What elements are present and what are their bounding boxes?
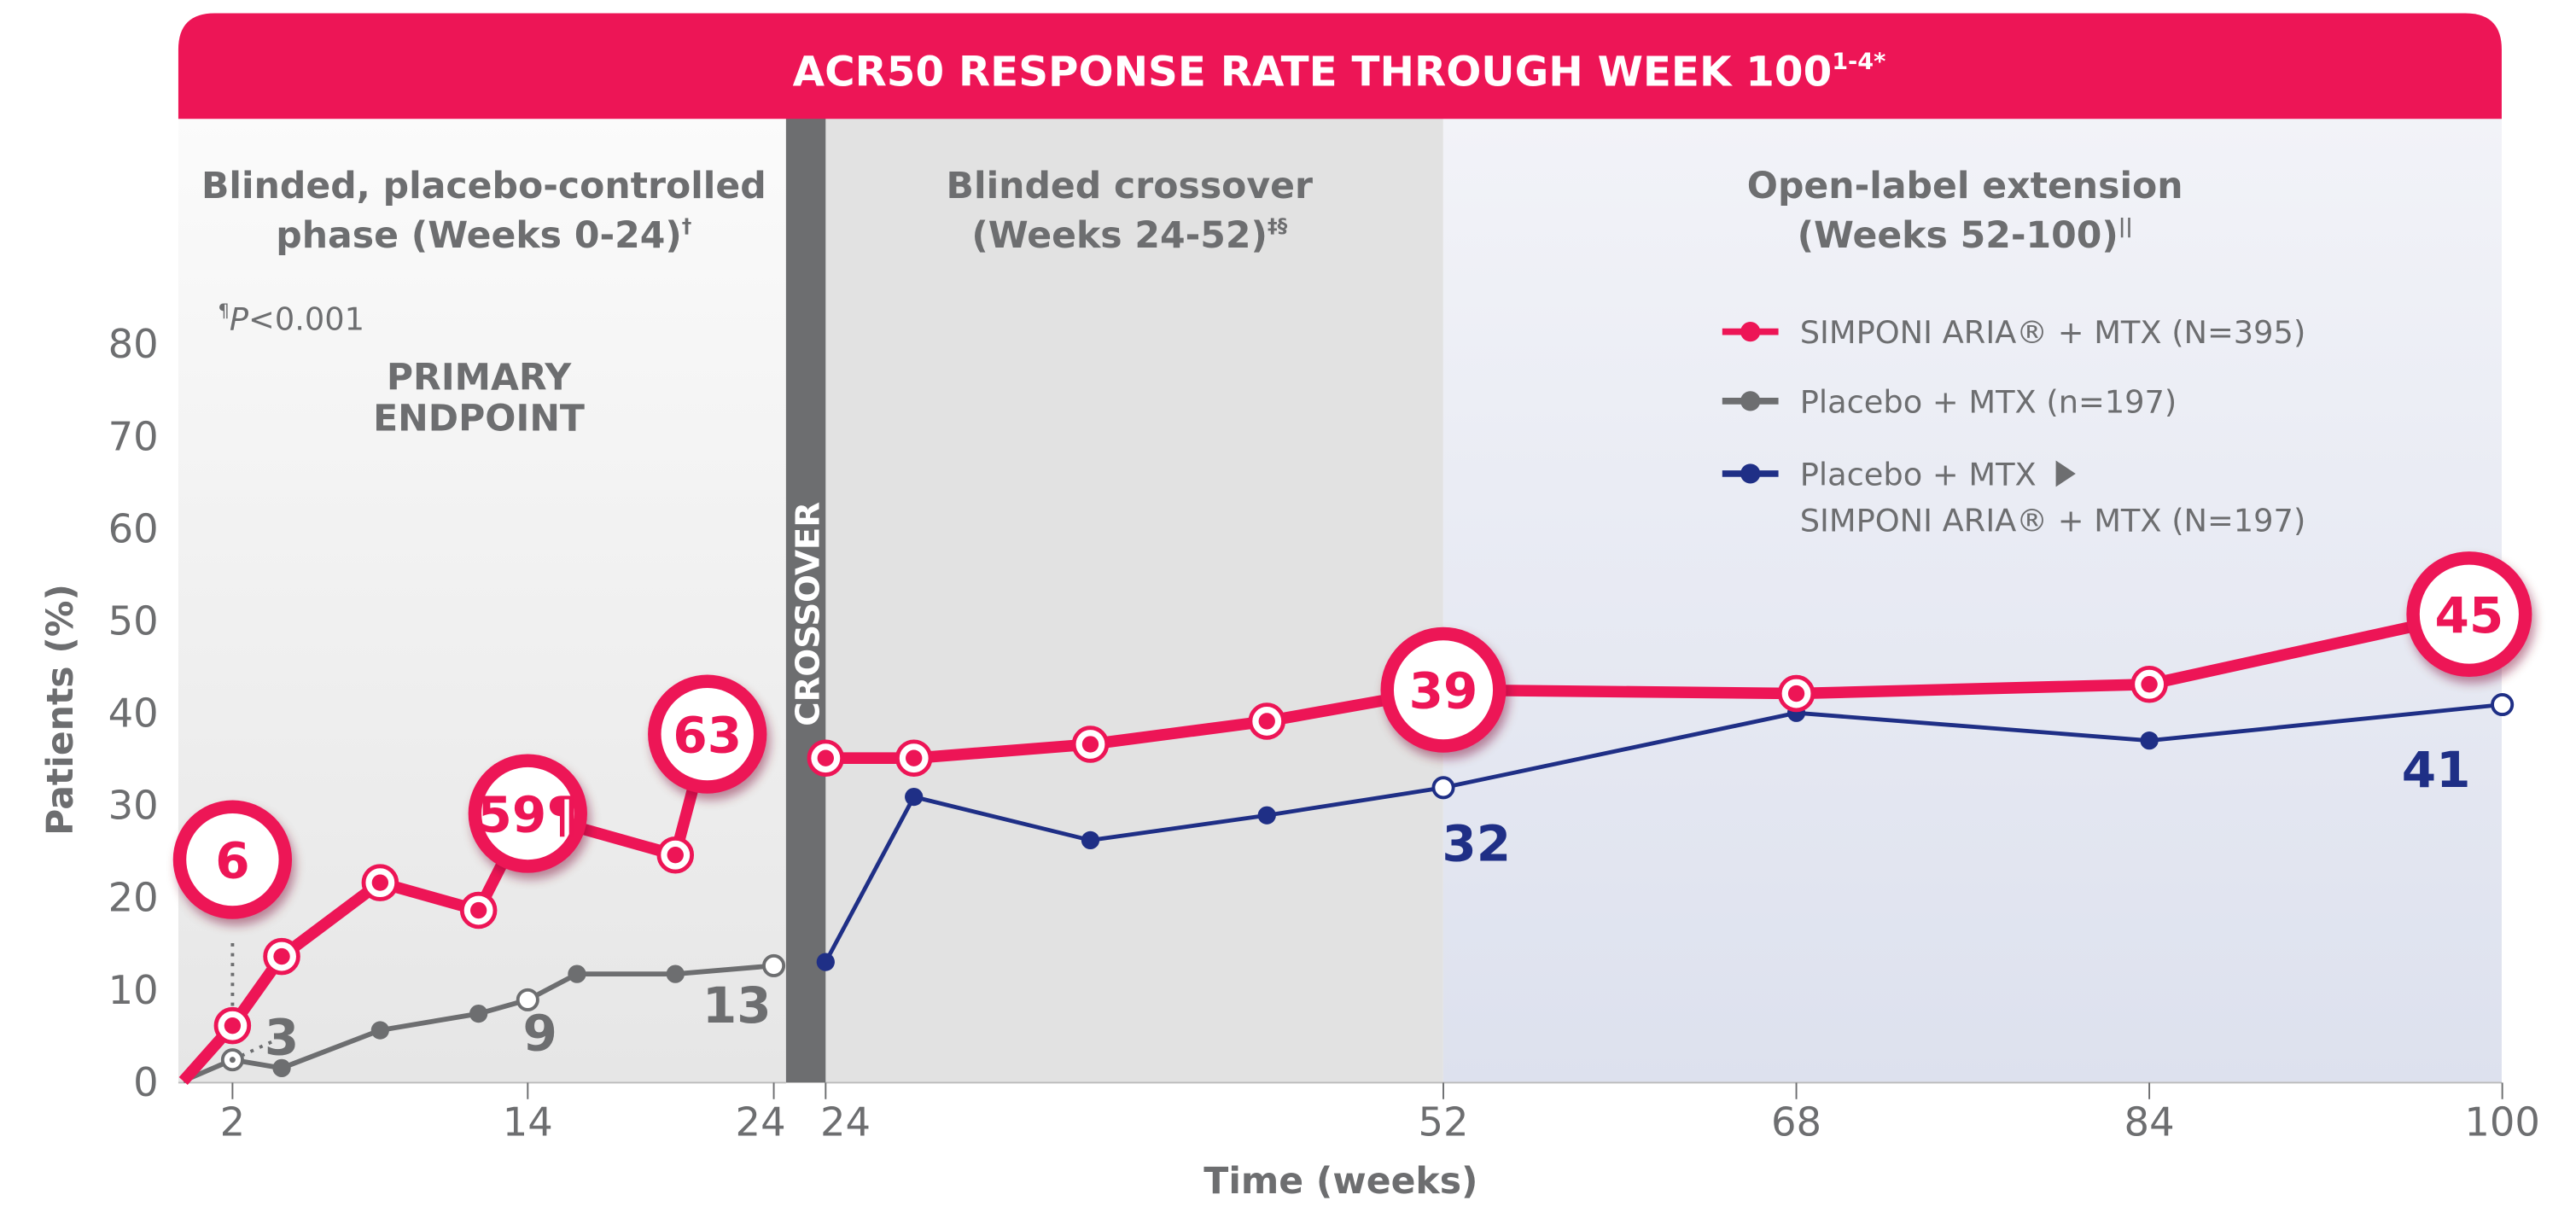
simponi-point-center — [273, 947, 290, 965]
y-tick-label: 0 — [133, 1059, 159, 1105]
callout-label: 63 — [673, 706, 742, 764]
x-tick-label: 24 — [820, 1099, 871, 1145]
legend-item-crossover: Placebo + MTX SIMPONI ARIA® + MTX (N=197) — [1722, 456, 2305, 539]
p-value-note: ¶P<0.001 — [218, 300, 364, 337]
legend-item-placebo: Placebo + MTX (n=197) — [1722, 383, 2177, 420]
phase-panel-blinded — [178, 115, 786, 1083]
phase-panel-open-label — [1442, 115, 2502, 1083]
svg-text:SIMPONI ARIA® + MTX (N=395): SIMPONI ARIA® + MTX (N=395) — [1800, 314, 2306, 351]
callout-inner — [2419, 564, 2519, 664]
placebo-point — [666, 964, 685, 983]
x-tick-label: 84 — [2124, 1099, 2175, 1145]
callout-badge: 59¶ — [468, 754, 587, 873]
value-label: 32 — [1442, 815, 1511, 873]
x-tick-label: 24 — [736, 1099, 786, 1145]
value-label: 13 — [702, 976, 772, 1034]
crossover-point — [905, 787, 924, 807]
simponi-point-center — [224, 1017, 242, 1034]
phase-panel-crossover — [825, 115, 1443, 1083]
x-tick-label: 100 — [2464, 1099, 2540, 1145]
callout-label: 45 — [2434, 586, 2503, 644]
simponi-point-center — [906, 749, 923, 766]
y-tick-label: 80 — [108, 321, 159, 367]
simponi-point-center — [469, 901, 487, 919]
primary-endpoint-label: PRIMARY — [387, 357, 573, 399]
y-tick-label: 70 — [108, 413, 159, 459]
callout-label: 39 — [1409, 661, 1478, 720]
callout-badge: 63 — [648, 674, 767, 794]
y-axis-label: Patients (%) — [40, 584, 82, 836]
x-axis-label: Time (weeks) — [1203, 1161, 1477, 1203]
svg-text:(Weeks 52-100)||: (Weeks 52-100)|| — [1798, 215, 2133, 257]
value-label: 9 — [523, 1004, 557, 1062]
svg-text:Placebo + MTX: Placebo + MTX — [1800, 456, 2037, 492]
arrow-right-icon — [2055, 460, 2076, 487]
placebo-point — [762, 953, 786, 977]
crossover-point — [2491, 692, 2515, 717]
callout-badge: 39 — [1380, 626, 1507, 753]
y-tick-label: 20 — [108, 875, 159, 921]
phase-header-crossover: Blinded crossover (Weeks 24-52)‡§ — [947, 166, 1313, 257]
y-tick-label: 10 — [108, 967, 159, 1013]
svg-text:Blinded, placebo-controlled: Blinded, placebo-controlled — [201, 166, 766, 207]
chart-title: ACR50 RESPONSE RATE THROUGH WEEK 1001-4* — [793, 49, 1886, 96]
x-tick-label: 2 — [220, 1099, 246, 1145]
phase-header-open-label: Open-label extension (Weeks 52-100)|| — [1747, 166, 2183, 257]
svg-text:SIMPONI ARIA® + MTX (N=197): SIMPONI ARIA® + MTX (N=197) — [1800, 503, 2306, 539]
value-label: 3 — [265, 1009, 299, 1067]
callout-badge: 6 — [172, 800, 293, 919]
placebo-point-center — [229, 1057, 236, 1064]
placebo-point — [568, 964, 586, 983]
simponi-point-center — [371, 874, 389, 891]
simponi-point-center — [1081, 736, 1099, 753]
y-tick-label: 60 — [108, 505, 159, 551]
callout-label: 6 — [215, 831, 249, 889]
value-label: 41 — [2402, 741, 2471, 799]
svg-text:Blinded crossover: Blinded crossover — [947, 166, 1313, 207]
y-tick-label: 50 — [108, 597, 159, 644]
callout-badge: 45 — [2406, 551, 2532, 678]
primary-endpoint-label: ENDPOINT — [373, 399, 585, 440]
x-tick-label: 68 — [1771, 1099, 1821, 1145]
crossover-point — [1257, 806, 1276, 825]
svg-text:Placebo + MTX (n=197): Placebo + MTX (n=197) — [1800, 383, 2177, 420]
svg-text:Open-label extension: Open-label extension — [1747, 166, 2183, 207]
callout-label: 59¶ — [477, 785, 578, 843]
callout-inner — [1393, 640, 1494, 740]
dotted-arrow — [231, 1038, 278, 1062]
callout-inner — [661, 687, 754, 781]
simponi-line-right — [825, 608, 2471, 764]
callout-inner — [481, 766, 574, 860]
svg-text:phase (Weeks 0-24)†: phase (Weeks 0-24)† — [276, 215, 691, 257]
callout-inner — [186, 813, 279, 906]
crossover-point — [1431, 776, 1455, 800]
phase-header-blinded: Blinded, placebo-controlled phase (Weeks… — [201, 166, 766, 257]
placebo-point — [370, 1021, 389, 1040]
title-banner — [178, 13, 2502, 119]
legend-item-simponi: SIMPONI ARIA® + MTX (N=395) — [1722, 314, 2305, 351]
crossover-point — [2140, 731, 2159, 750]
y-tick-label: 30 — [108, 783, 159, 829]
simponi-point-center — [817, 749, 834, 766]
crossover-point — [1081, 830, 1100, 850]
crossover-bar — [785, 115, 826, 1083]
placebo-point — [516, 988, 539, 1011]
y-tick-label: 40 — [108, 691, 159, 737]
placebo-point — [272, 1058, 291, 1078]
crossover-point — [816, 953, 835, 971]
placebo-point — [469, 1004, 488, 1023]
x-tick-label: 14 — [503, 1099, 553, 1145]
simponi-point-center — [2141, 676, 2158, 693]
crossover-line — [824, 702, 2503, 964]
x-tick-label: 52 — [1418, 1099, 1468, 1145]
crossover-label: CROSSOVER — [790, 502, 828, 726]
svg-text:(Weeks 24-52)‡§: (Weeks 24-52)‡§ — [971, 215, 1287, 257]
simponi-point-center — [667, 847, 684, 864]
legend: SIMPONI ARIA® + MTX (N=395) Placebo + MT… — [1722, 314, 2305, 539]
simponi-point-center — [1258, 713, 1275, 730]
simponi-point-center — [1787, 685, 1805, 702]
